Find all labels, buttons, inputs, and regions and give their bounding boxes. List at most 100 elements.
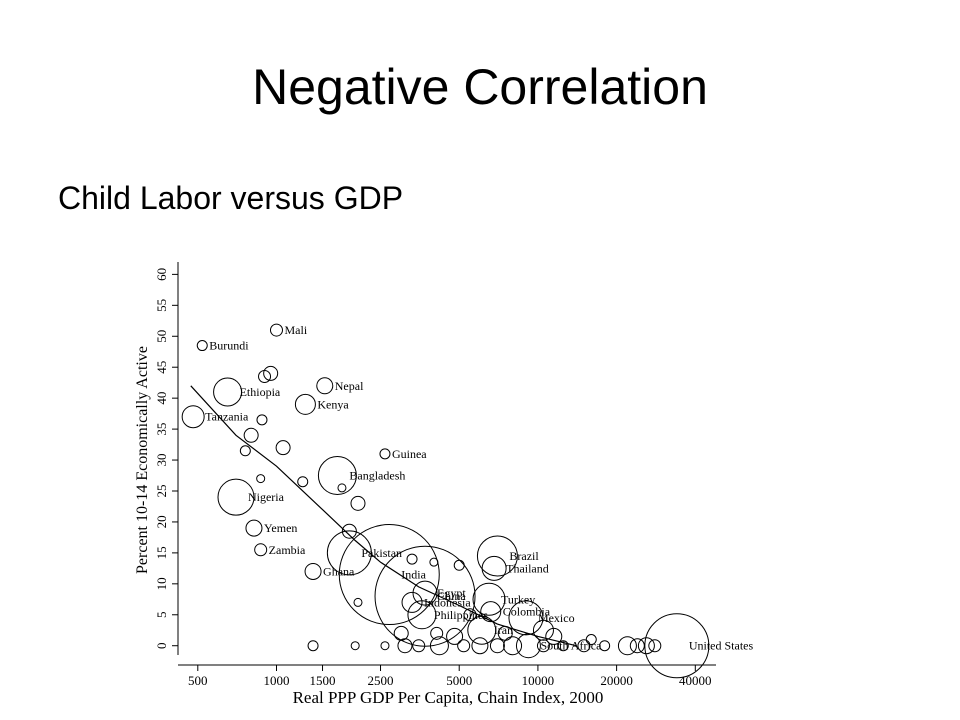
data-point: [326, 530, 372, 576]
data-point: [245, 519, 263, 537]
data-point: [269, 323, 283, 337]
data-point: [275, 440, 291, 456]
data-point: [256, 474, 266, 484]
x-axis-label: Real PPP GDP Per Capita, Chain Index, 20…: [293, 688, 604, 707]
x-tick-label: 10000: [522, 673, 555, 688]
data-point: [599, 640, 611, 652]
y-tick-label: 40: [154, 392, 169, 405]
point-label: Ghana: [323, 564, 355, 578]
data-point: [429, 636, 449, 656]
data-point: [217, 478, 255, 516]
data-point: [397, 638, 413, 654]
data-point: [532, 619, 554, 641]
data-point: [317, 456, 357, 496]
point-label: China: [437, 589, 466, 603]
point-label: Brazil: [509, 549, 539, 563]
data-point: [430, 626, 444, 640]
x-tick-label: 40000: [679, 673, 712, 688]
point-label: Bangladesh: [349, 469, 405, 483]
data-point: [337, 483, 347, 493]
y-tick-label: 55: [154, 299, 169, 312]
point-label: Pakistan: [361, 546, 402, 560]
point-label: Kenya: [317, 397, 349, 411]
data-point: [476, 535, 518, 577]
data-point: [480, 601, 502, 623]
point-label: Indonesia: [424, 595, 471, 609]
data-point: [294, 393, 316, 415]
data-point: [503, 636, 523, 656]
data-point: [472, 582, 506, 616]
data-point: [629, 638, 645, 654]
point-label: United States: [689, 639, 754, 653]
y-tick-label: 10: [154, 577, 169, 590]
data-point: [545, 627, 563, 645]
data-point: [196, 340, 208, 352]
x-tick-label: 1000: [263, 673, 289, 688]
point-label: Burundi: [209, 339, 249, 353]
data-point: [380, 641, 390, 651]
point-label: India: [401, 568, 426, 582]
data-point: [350, 495, 366, 511]
y-tick-label: 35: [154, 423, 169, 436]
data-point: [457, 639, 471, 653]
data-point: [585, 634, 597, 646]
point-label: Philippines: [434, 608, 488, 622]
point-label: Colombia: [503, 605, 551, 619]
data-point: [243, 427, 259, 443]
y-tick-label: 45: [154, 361, 169, 374]
x-tick-label: 1500: [310, 673, 336, 688]
axes-layer: 0 5 10 15 20 25 30 35 40 45 50 55 60 500 1000 1500 2500 5…: [154, 262, 716, 688]
data-point: [412, 639, 426, 653]
y-tick-label: 5: [154, 612, 169, 619]
y-axis-label: Percent 10-14 Economically Active: [134, 346, 151, 574]
data-point: [307, 640, 319, 652]
data-point: [258, 369, 272, 383]
data-point: [406, 553, 418, 565]
y-tick-label: 15: [154, 546, 169, 559]
point-label: Turkey: [501, 592, 535, 606]
fit-line-layer: [190, 385, 577, 647]
data-point: [412, 580, 438, 606]
data-point: [316, 377, 334, 395]
data-point: [577, 639, 591, 653]
point-label: South Africa: [540, 639, 602, 653]
data-point: [557, 640, 569, 652]
point-label: Guinea: [392, 447, 427, 461]
point-label: Mali: [284, 323, 307, 337]
data-point: [644, 613, 710, 679]
data-point: [297, 476, 309, 488]
data-point: [393, 625, 409, 641]
data-point: [637, 637, 655, 655]
data-point: [446, 627, 464, 645]
y-tick-label: 60: [154, 268, 169, 281]
data-point: [536, 639, 550, 653]
data-point: [379, 448, 391, 460]
point-labels-layer: Burundi Mali Nepal Ethiopia Kenya Tanzania Gui…: [205, 323, 753, 653]
data-point: [515, 633, 541, 659]
data-point: [463, 608, 477, 622]
slide-title: Negative Correlation: [252, 59, 708, 115]
data-point: [407, 600, 437, 630]
data-point: [353, 597, 363, 607]
bullet-text: Child Labor versus GDP: [58, 180, 404, 216]
fit-line: [190, 385, 577, 647]
data-point: [239, 445, 251, 457]
data-point: [181, 405, 205, 429]
point-label: Zambia: [269, 543, 306, 557]
points-layer: [181, 323, 710, 679]
point-label: Mexico: [538, 611, 575, 625]
data-point: [263, 365, 279, 381]
data-point: [350, 641, 360, 651]
point-label: Nepal: [335, 379, 364, 393]
data-point: [304, 562, 322, 580]
point-label: Egypt: [437, 586, 466, 600]
point-label: Thailand: [506, 561, 549, 575]
y-tick-label: 20: [154, 515, 169, 528]
data-point: [401, 591, 423, 613]
point-label: Nigeria: [248, 490, 285, 504]
y-tick-label: 30: [154, 454, 169, 467]
y-tick-label: 0: [154, 642, 169, 649]
point-label: Iran: [494, 623, 513, 637]
data-point: [429, 557, 439, 567]
